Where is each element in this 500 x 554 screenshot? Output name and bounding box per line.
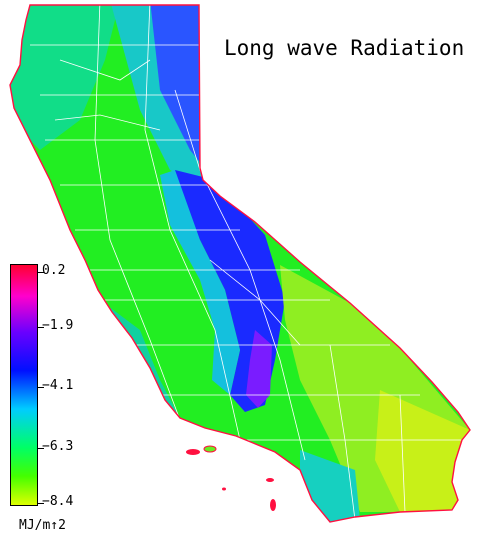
legend-tick-label: −1.9	[42, 318, 74, 333]
northeast-high-region	[150, 5, 210, 175]
sierra-foothills-region	[160, 170, 240, 395]
legend-tick	[38, 327, 44, 328]
legend-unit-label: MJ/m↑2	[19, 518, 66, 533]
legend-tick	[38, 387, 44, 388]
southeast-region	[375, 390, 470, 512]
map-title: Long wave Radiation	[224, 36, 465, 60]
legend-tick	[38, 448, 44, 449]
legend-tick-label-min: −8.4	[42, 494, 74, 509]
legend-colorbar	[10, 264, 38, 506]
legend-tick	[38, 272, 44, 273]
county-boundaries	[30, 5, 470, 521]
legend-tick	[38, 503, 44, 504]
legend-tick-label-max: 0.2	[42, 263, 66, 278]
legend-tick-label: −4.1	[42, 378, 74, 393]
legend-tick-label: −6.3	[42, 439, 74, 454]
north-coast-region	[10, 5, 120, 150]
channel-islands	[186, 445, 276, 511]
sierra-peak-region	[246, 330, 272, 408]
